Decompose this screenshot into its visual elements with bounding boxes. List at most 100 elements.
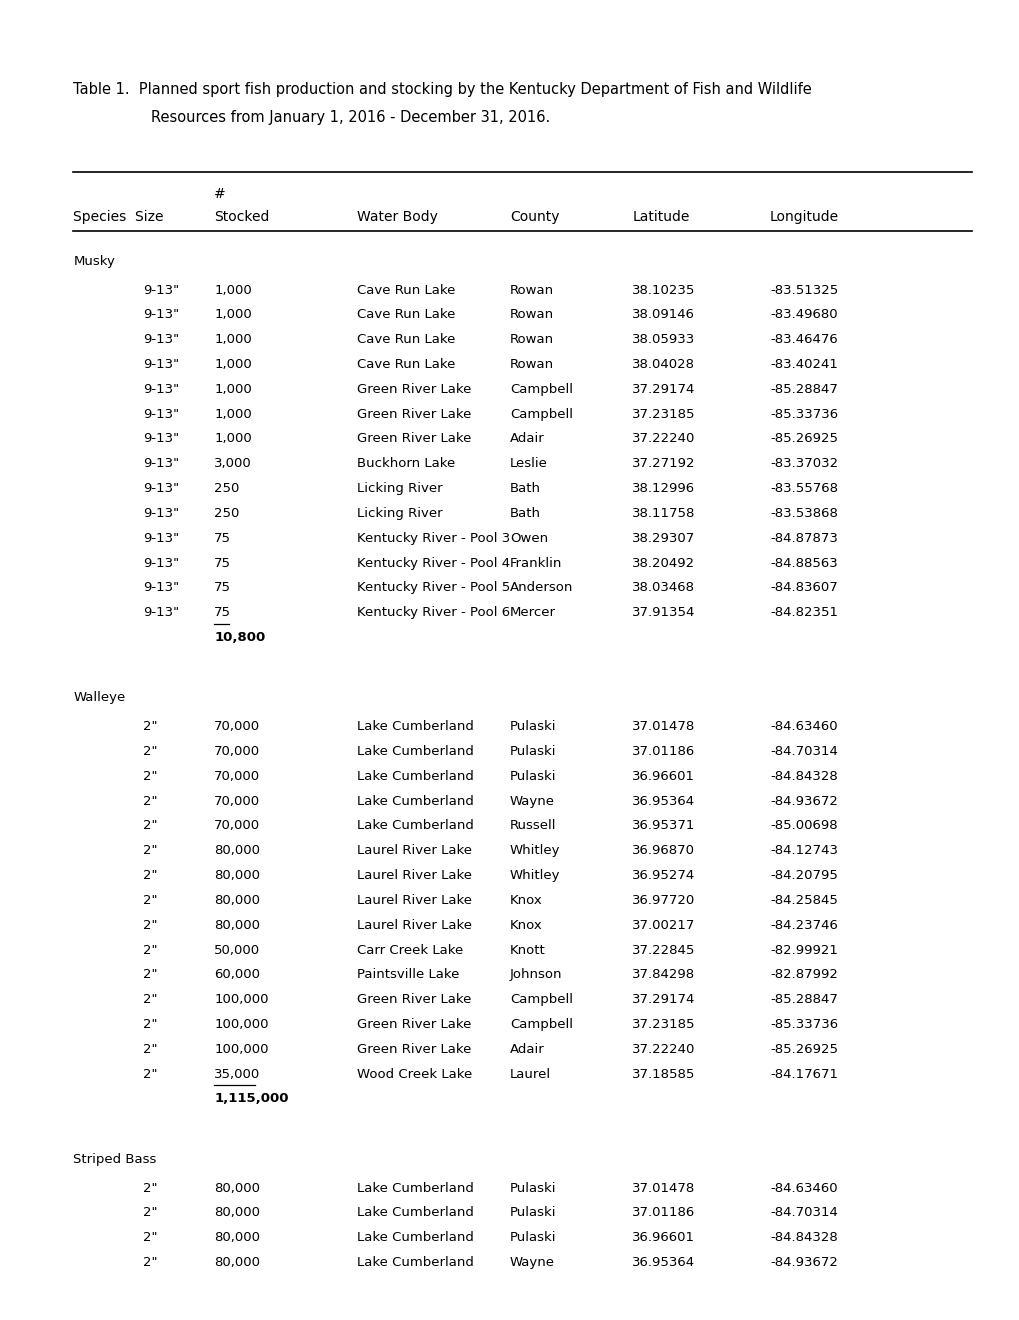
Text: Lake Cumberland: Lake Cumberland xyxy=(357,1232,474,1245)
Text: 80,000: 80,000 xyxy=(214,1232,260,1245)
Text: 9-13": 9-13" xyxy=(143,408,178,421)
Text: 38.09146: 38.09146 xyxy=(632,309,695,321)
Text: Wayne: Wayne xyxy=(510,1257,554,1269)
Text: -84.84328: -84.84328 xyxy=(769,770,837,783)
Text: 75: 75 xyxy=(214,581,231,594)
Text: Bath: Bath xyxy=(510,507,540,520)
Text: 250: 250 xyxy=(214,482,239,495)
Text: Kentucky River - Pool 3: Kentucky River - Pool 3 xyxy=(357,532,510,545)
Text: 2": 2" xyxy=(143,1181,157,1195)
Text: 2": 2" xyxy=(143,721,157,733)
Text: Lake Cumberland: Lake Cumberland xyxy=(357,795,474,808)
Text: Whitley: Whitley xyxy=(510,869,560,882)
Text: 38.20492: 38.20492 xyxy=(632,557,695,569)
Text: Cave Run Lake: Cave Run Lake xyxy=(357,309,454,321)
Text: Musky: Musky xyxy=(73,255,115,268)
Text: -83.53868: -83.53868 xyxy=(769,507,838,520)
Text: 2": 2" xyxy=(143,919,157,932)
Text: Licking River: Licking River xyxy=(357,507,442,520)
Text: -83.40241: -83.40241 xyxy=(769,358,838,371)
Text: 2": 2" xyxy=(143,845,157,857)
Text: 2": 2" xyxy=(143,770,157,783)
Text: Cave Run Lake: Cave Run Lake xyxy=(357,358,454,371)
Text: -85.26925: -85.26925 xyxy=(769,433,838,445)
Text: 37.22240: 37.22240 xyxy=(632,1043,695,1056)
Text: Species  Size: Species Size xyxy=(73,210,164,224)
Text: -84.84328: -84.84328 xyxy=(769,1232,837,1245)
Text: -84.17671: -84.17671 xyxy=(769,1068,838,1081)
Text: 2": 2" xyxy=(143,894,157,907)
Text: -85.33736: -85.33736 xyxy=(769,408,838,421)
Text: 37.23185: 37.23185 xyxy=(632,1018,695,1031)
Text: 37.01186: 37.01186 xyxy=(632,744,695,758)
Text: Russell: Russell xyxy=(510,820,556,833)
Text: Johnson: Johnson xyxy=(510,969,561,981)
Text: 38.11758: 38.11758 xyxy=(632,507,695,520)
Text: -84.83607: -84.83607 xyxy=(769,581,837,594)
Text: Green River Lake: Green River Lake xyxy=(357,433,471,445)
Text: 9-13": 9-13" xyxy=(143,532,178,545)
Text: 50,000: 50,000 xyxy=(214,944,260,957)
Text: 37.22845: 37.22845 xyxy=(632,944,695,957)
Text: Striped Bass: Striped Bass xyxy=(73,1152,157,1166)
Text: Water Body: Water Body xyxy=(357,210,437,224)
Text: Carr Creek Lake: Carr Creek Lake xyxy=(357,944,463,957)
Text: Knox: Knox xyxy=(510,894,542,907)
Text: 37.22240: 37.22240 xyxy=(632,433,695,445)
Text: 9-13": 9-13" xyxy=(143,383,178,396)
Text: 1,000: 1,000 xyxy=(214,333,252,346)
Text: Longitude: Longitude xyxy=(769,210,839,224)
Text: 37.29174: 37.29174 xyxy=(632,383,695,396)
Text: 9-13": 9-13" xyxy=(143,333,178,346)
Text: Leslie: Leslie xyxy=(510,457,547,470)
Text: Licking River: Licking River xyxy=(357,482,442,495)
Text: 9-13": 9-13" xyxy=(143,457,178,470)
Text: -84.12743: -84.12743 xyxy=(769,845,838,857)
Text: 1,000: 1,000 xyxy=(214,358,252,371)
Text: -84.63460: -84.63460 xyxy=(769,1181,837,1195)
Text: Laurel: Laurel xyxy=(510,1068,550,1081)
Text: 70,000: 70,000 xyxy=(214,795,260,808)
Text: 80,000: 80,000 xyxy=(214,894,260,907)
Text: Knott: Knott xyxy=(510,944,545,957)
Text: 2": 2" xyxy=(143,744,157,758)
Text: Wood Creek Lake: Wood Creek Lake xyxy=(357,1068,472,1081)
Text: 9-13": 9-13" xyxy=(143,358,178,371)
Text: 70,000: 70,000 xyxy=(214,820,260,833)
Text: Latitude: Latitude xyxy=(632,210,689,224)
Text: Pulaski: Pulaski xyxy=(510,744,556,758)
Text: -82.87992: -82.87992 xyxy=(769,969,838,981)
Text: -83.55768: -83.55768 xyxy=(769,482,838,495)
Text: 80,000: 80,000 xyxy=(214,1206,260,1220)
Text: 2": 2" xyxy=(143,795,157,808)
Text: 36.95371: 36.95371 xyxy=(632,820,695,833)
Text: 1,000: 1,000 xyxy=(214,433,252,445)
Text: 37.29174: 37.29174 xyxy=(632,993,695,1006)
Text: 2": 2" xyxy=(143,944,157,957)
Text: Anderson: Anderson xyxy=(510,581,573,594)
Text: 37.84298: 37.84298 xyxy=(632,969,695,981)
Text: 9-13": 9-13" xyxy=(143,433,178,445)
Text: 75: 75 xyxy=(214,532,231,545)
Text: 37.01478: 37.01478 xyxy=(632,721,695,733)
Text: Green River Lake: Green River Lake xyxy=(357,408,471,421)
Text: Lake Cumberland: Lake Cumberland xyxy=(357,721,474,733)
Text: Green River Lake: Green River Lake xyxy=(357,1043,471,1056)
Text: Kentucky River - Pool 4: Kentucky River - Pool 4 xyxy=(357,557,510,569)
Text: Whitley: Whitley xyxy=(510,845,560,857)
Text: Cave Run Lake: Cave Run Lake xyxy=(357,333,454,346)
Text: 36.95364: 36.95364 xyxy=(632,795,695,808)
Text: -85.28847: -85.28847 xyxy=(769,383,838,396)
Text: 9-13": 9-13" xyxy=(143,581,178,594)
Text: Lake Cumberland: Lake Cumberland xyxy=(357,820,474,833)
Text: -83.49680: -83.49680 xyxy=(769,309,837,321)
Text: 3,000: 3,000 xyxy=(214,457,252,470)
Text: -84.70314: -84.70314 xyxy=(769,744,838,758)
Text: Stocked: Stocked xyxy=(214,210,269,224)
Text: Green River Lake: Green River Lake xyxy=(357,1018,471,1031)
Text: 35,000: 35,000 xyxy=(214,1068,260,1081)
Text: 1,000: 1,000 xyxy=(214,408,252,421)
Text: 37.01186: 37.01186 xyxy=(632,1206,695,1220)
Text: Pulaski: Pulaski xyxy=(510,721,556,733)
Text: 9-13": 9-13" xyxy=(143,606,178,619)
